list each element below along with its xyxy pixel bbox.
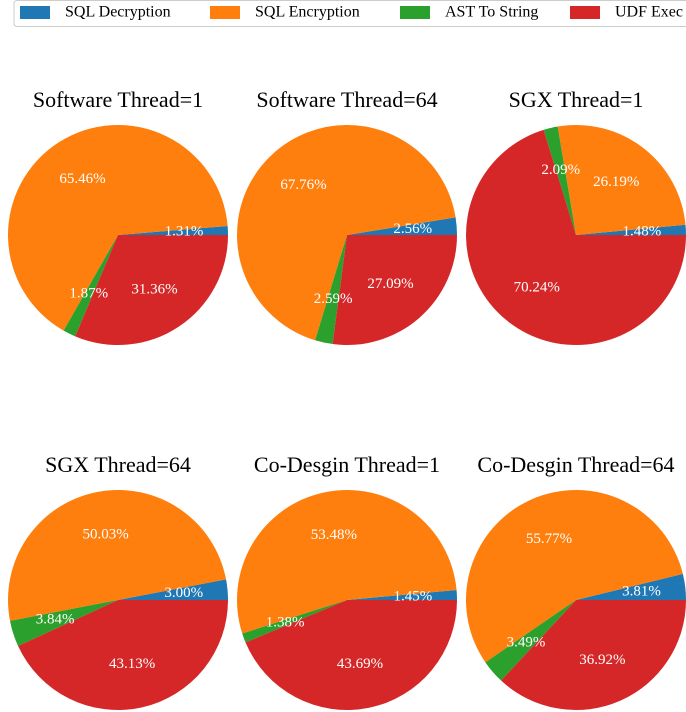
pie-slice	[347, 589, 457, 600]
pie-slice	[236, 489, 457, 634]
chart-title: Co-Desgin Thread=64	[477, 452, 674, 477]
pie-slice	[236, 124, 456, 341]
legend-swatch	[400, 6, 430, 19]
pie-slice	[543, 126, 576, 235]
pie-slice	[118, 579, 228, 600]
slice-label: 26.19%	[593, 174, 639, 190]
slice-label: 2.56%	[393, 221, 432, 237]
chart-title: SGX Thread=64	[45, 452, 191, 477]
slice-label: 1.87%	[69, 286, 108, 302]
chart-title: Co-Desgin Thread=1	[254, 452, 440, 477]
pie-slice	[332, 235, 457, 345]
slice-label: 3.81%	[622, 584, 661, 600]
pie-slice	[7, 489, 227, 621]
slice-label: 70.24%	[514, 280, 560, 296]
pie-slice	[465, 129, 686, 345]
pie-slice	[315, 235, 347, 345]
slice-label: 27.09%	[367, 276, 413, 292]
pie-slice	[501, 600, 686, 710]
slice-label: 1.38%	[266, 614, 305, 630]
pie-slice	[245, 600, 457, 711]
pie-slice	[576, 573, 686, 600]
slice-label: 1.31%	[165, 224, 204, 240]
slice-label: 53.48%	[311, 527, 357, 543]
slice-label: 1.48%	[623, 223, 662, 239]
pie-slice	[7, 125, 228, 331]
slice-label: 2.59%	[314, 291, 353, 307]
slice-label: 3.84%	[36, 612, 75, 628]
legend-label: AST To String	[445, 4, 538, 21]
pie-slice	[576, 224, 686, 235]
slice-label: 2.09%	[541, 162, 580, 178]
slice-label: 67.76%	[280, 177, 326, 193]
legend-swatch	[570, 6, 600, 19]
pie-slice	[118, 225, 228, 235]
pie-slice	[75, 235, 229, 345]
legend-label: SQL Encryption	[255, 4, 360, 21]
slice-label: 36.92%	[579, 652, 625, 668]
legend-label: UDF Exec	[615, 4, 683, 21]
legend-label: SQL Decryption	[65, 4, 171, 21]
pie-slice	[465, 490, 683, 663]
slice-label: 1.45%	[394, 588, 433, 604]
pie-slice	[485, 600, 576, 681]
slice-label: 43.13%	[109, 656, 155, 672]
slice-label: 65.46%	[59, 171, 105, 187]
pie-slice	[9, 600, 118, 647]
slice-label: 43.69%	[337, 656, 383, 672]
pie-slice	[347, 217, 457, 235]
slice-label: 3.49%	[507, 635, 546, 651]
pie-slice	[18, 600, 229, 710]
chart-title: SGX Thread=1	[509, 87, 644, 112]
pie-slice	[557, 125, 686, 235]
slice-label: 55.77%	[526, 531, 572, 547]
pie-slice	[63, 235, 118, 337]
chart-title: Software Thread=64	[256, 87, 437, 112]
legend-swatch	[210, 6, 240, 19]
slice-label: 31.36%	[131, 281, 177, 297]
legend-swatch	[20, 6, 50, 19]
chart-title: Software Thread=1	[33, 87, 203, 112]
legend-box	[13, 0, 686, 27]
pie-slice	[242, 600, 347, 643]
slice-label: 50.03%	[82, 527, 128, 543]
slice-label: 3.00%	[164, 585, 203, 601]
